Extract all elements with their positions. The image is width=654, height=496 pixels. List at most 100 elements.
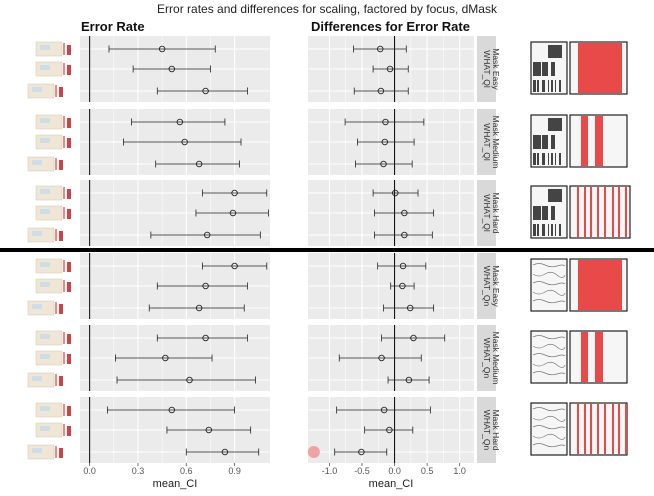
thumbnail-detail bbox=[40, 354, 50, 359]
thumbnail-marker bbox=[59, 376, 63, 386]
facet-strip bbox=[477, 36, 496, 102]
mean-point bbox=[382, 118, 389, 126]
preview-stripe bbox=[584, 187, 586, 237]
preview-wave bbox=[532, 425, 566, 430]
preview-block bbox=[533, 135, 541, 149]
preview-stripe bbox=[595, 116, 603, 166]
facet-strip-label: Mask Hard bbox=[491, 192, 501, 233]
preview-stripe bbox=[625, 187, 627, 237]
preview-stripe bbox=[578, 260, 622, 310]
mean-point bbox=[176, 118, 184, 126]
mean-point bbox=[377, 45, 384, 53]
preview-block bbox=[537, 224, 539, 236]
mean-point bbox=[381, 138, 389, 146]
mean-point bbox=[168, 406, 176, 414]
thumbnail-marker bbox=[63, 332, 65, 344]
preview-wave bbox=[532, 335, 566, 340]
thumbnail-marker bbox=[67, 334, 71, 344]
thumbnail-detail bbox=[32, 160, 42, 165]
mean-point bbox=[205, 426, 213, 434]
preview-block bbox=[548, 45, 562, 58]
mean-point bbox=[202, 87, 209, 95]
left-panel-title: Error Rate bbox=[81, 19, 145, 34]
thumbnail-marker bbox=[67, 65, 71, 75]
thumbnail-marker bbox=[63, 260, 65, 272]
preview-stripe bbox=[612, 404, 614, 454]
preview-block bbox=[548, 80, 549, 92]
mean-point bbox=[386, 426, 393, 434]
preview-wave bbox=[532, 263, 566, 268]
preview-block bbox=[548, 224, 549, 236]
thumbnail-marker bbox=[63, 404, 65, 416]
preview-stripe bbox=[581, 116, 588, 166]
preview-stripe bbox=[597, 187, 599, 237]
preview-stripe bbox=[618, 187, 620, 237]
thumbnail-detail bbox=[40, 138, 50, 143]
mean-point bbox=[399, 282, 406, 290]
thumbnail-marker bbox=[63, 116, 65, 128]
preview-block bbox=[537, 80, 539, 92]
preview-block bbox=[555, 224, 556, 236]
facet-strip-label: WHAT_Ql bbox=[482, 194, 492, 232]
thumbnail-marker bbox=[67, 118, 71, 128]
right-x-axis-label: mean_CI bbox=[368, 478, 414, 490]
preview-block bbox=[559, 224, 561, 236]
mean-point bbox=[391, 189, 399, 197]
facet-strip bbox=[477, 325, 496, 391]
preview-wave bbox=[532, 407, 566, 412]
preview-block bbox=[533, 224, 536, 236]
mean-point bbox=[231, 262, 238, 270]
thumbnail-marker bbox=[67, 138, 71, 148]
thumbnail-marker bbox=[59, 87, 63, 97]
thumbnail-marker bbox=[59, 160, 63, 170]
thumbnail-marker bbox=[67, 209, 71, 219]
preview-block bbox=[542, 62, 548, 76]
thumbnail-detail bbox=[40, 282, 50, 287]
mean-point bbox=[406, 304, 414, 312]
mean-point bbox=[195, 160, 203, 168]
mean-point bbox=[162, 354, 169, 362]
thumbnail-marker bbox=[63, 187, 65, 199]
preview-block bbox=[537, 153, 539, 165]
thumbnail-marker bbox=[67, 189, 71, 199]
thumbnail-marker bbox=[63, 424, 65, 436]
preview-block bbox=[533, 62, 541, 76]
preview-block bbox=[533, 206, 541, 220]
thumbnail-marker bbox=[55, 302, 57, 314]
mean-point bbox=[229, 209, 237, 217]
preview-wave bbox=[532, 271, 566, 278]
thumbnail-marker bbox=[55, 374, 57, 386]
mean-point bbox=[380, 160, 387, 168]
thumbnail-detail bbox=[32, 231, 42, 236]
mean-point bbox=[195, 304, 203, 312]
mean-point bbox=[405, 376, 413, 384]
preview-stripe bbox=[578, 43, 622, 93]
thumbnail-marker bbox=[63, 43, 65, 55]
preview-block bbox=[551, 206, 555, 220]
mean-point bbox=[186, 376, 193, 384]
preview-stripe bbox=[590, 404, 592, 454]
preview-wave bbox=[532, 289, 566, 296]
thumbnail-marker bbox=[63, 207, 65, 219]
preview-block bbox=[559, 153, 561, 165]
mean-point bbox=[410, 334, 417, 342]
mean-point bbox=[202, 334, 209, 342]
facet-strip-label: WHAT_Ql bbox=[482, 50, 492, 88]
preview-block bbox=[551, 224, 553, 236]
preview-block bbox=[551, 62, 555, 76]
thumbnail-marker bbox=[59, 448, 63, 458]
preview-stripe bbox=[584, 404, 586, 454]
preview-block bbox=[548, 118, 562, 131]
facet-strip-label: WHAT_Qn bbox=[482, 338, 492, 379]
preview-wave bbox=[532, 433, 566, 440]
preview-block bbox=[548, 189, 562, 202]
mean-point bbox=[378, 354, 385, 362]
thumbnail-detail bbox=[32, 87, 42, 92]
x-tick-label: 1.0 bbox=[453, 466, 466, 476]
thumbnail-detail bbox=[40, 189, 50, 194]
preview-block bbox=[551, 153, 553, 165]
preview-stripe bbox=[612, 187, 614, 237]
preview-block bbox=[551, 80, 553, 92]
